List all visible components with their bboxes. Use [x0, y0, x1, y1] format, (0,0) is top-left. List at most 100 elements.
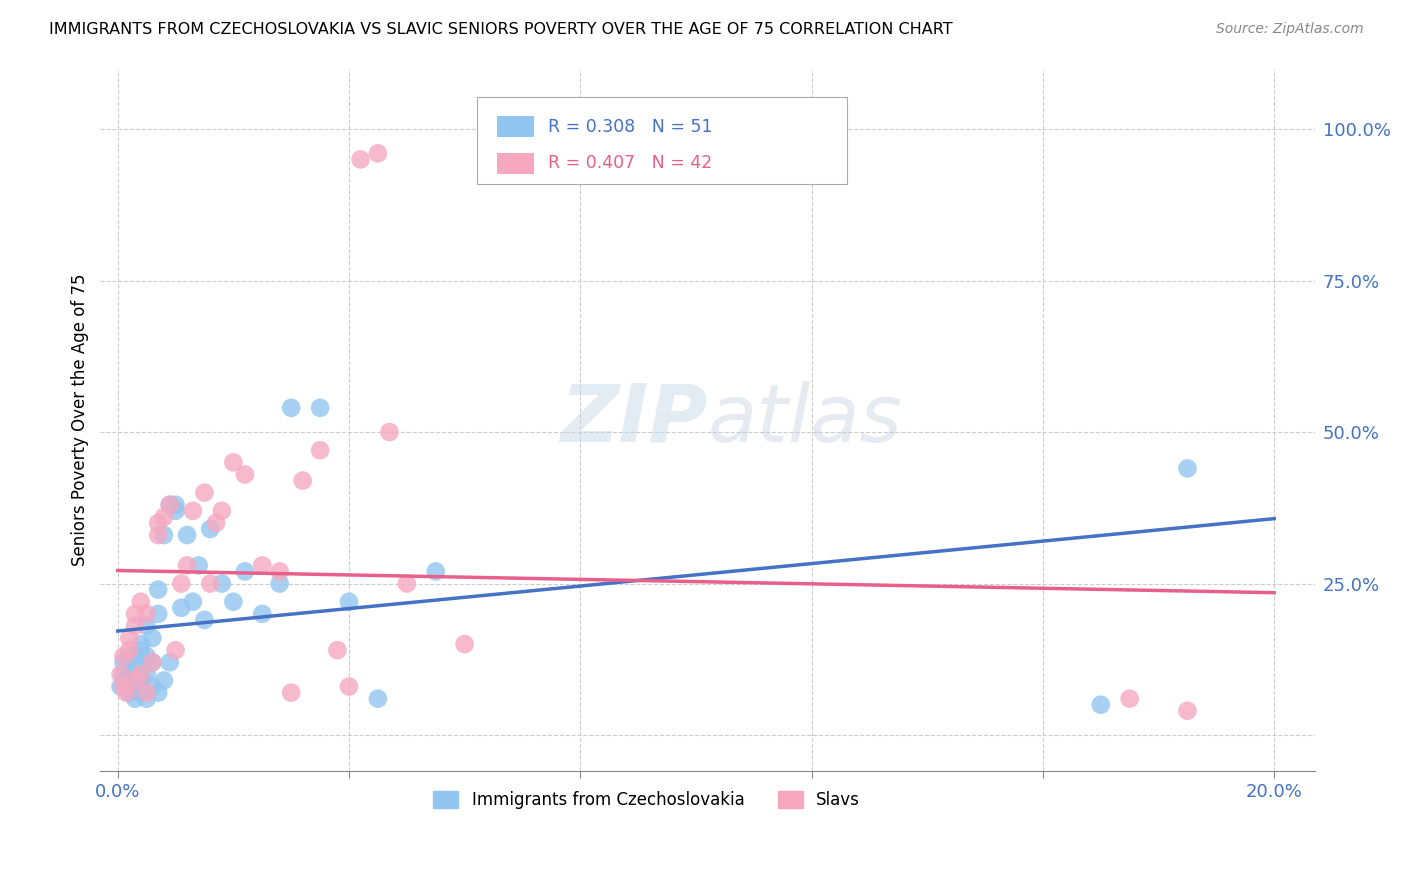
Point — [176, 528, 198, 542]
Point — [269, 565, 291, 579]
Point — [153, 673, 176, 688]
Point — [1177, 461, 1199, 475]
Point — [1090, 698, 1112, 712]
Point — [395, 576, 418, 591]
Point — [153, 528, 176, 542]
Point — [193, 613, 215, 627]
Text: R = 0.407   N = 42: R = 0.407 N = 42 — [548, 154, 713, 172]
Point — [211, 504, 233, 518]
Point — [233, 565, 256, 579]
Point — [124, 673, 146, 688]
Point — [378, 425, 401, 439]
Point — [349, 153, 371, 167]
Point — [148, 582, 170, 597]
Point — [181, 504, 204, 518]
Point — [135, 619, 157, 633]
Point — [118, 631, 141, 645]
Point — [367, 146, 389, 161]
Point — [211, 576, 233, 591]
Point — [121, 680, 143, 694]
Point — [367, 691, 389, 706]
Point — [118, 649, 141, 664]
Point — [115, 685, 138, 699]
Point — [110, 667, 132, 681]
Point — [112, 649, 135, 664]
Point — [110, 680, 132, 694]
Point — [193, 485, 215, 500]
Point — [252, 607, 274, 621]
Point — [124, 691, 146, 706]
Point — [148, 607, 170, 621]
Point — [124, 661, 146, 675]
Point — [280, 401, 302, 415]
Point — [165, 504, 187, 518]
Point — [112, 667, 135, 681]
Point — [280, 685, 302, 699]
Point — [222, 455, 245, 469]
Point — [165, 498, 187, 512]
Point — [170, 600, 193, 615]
Point — [326, 643, 349, 657]
Point — [129, 680, 152, 694]
Point — [159, 498, 181, 512]
Point — [118, 685, 141, 699]
Point — [129, 637, 152, 651]
Point — [148, 528, 170, 542]
Point — [135, 607, 157, 621]
Point — [148, 685, 170, 699]
Point — [200, 576, 222, 591]
Point — [153, 509, 176, 524]
FancyBboxPatch shape — [498, 153, 534, 174]
Point — [309, 401, 332, 415]
Point — [124, 673, 146, 688]
Point — [222, 595, 245, 609]
Point — [124, 649, 146, 664]
Point — [129, 667, 152, 681]
Point — [124, 607, 146, 621]
Point — [141, 680, 163, 694]
Point — [129, 643, 152, 657]
Point — [115, 673, 138, 688]
Y-axis label: Seniors Poverty Over the Age of 75: Seniors Poverty Over the Age of 75 — [72, 274, 89, 566]
Point — [135, 691, 157, 706]
Point — [176, 558, 198, 573]
Point — [337, 595, 360, 609]
Point — [205, 516, 228, 530]
Point — [141, 656, 163, 670]
Point — [112, 656, 135, 670]
Text: ZIP: ZIP — [560, 381, 707, 459]
Point — [181, 595, 204, 609]
Point — [129, 667, 152, 681]
Point — [309, 443, 332, 458]
Point — [135, 649, 157, 664]
Point — [141, 656, 163, 670]
Point — [118, 643, 141, 657]
Point — [337, 680, 360, 694]
Text: atlas: atlas — [707, 381, 903, 459]
Point — [269, 576, 291, 591]
Point — [112, 680, 135, 694]
Point — [187, 558, 209, 573]
FancyBboxPatch shape — [477, 96, 848, 185]
Text: R = 0.308   N = 51: R = 0.308 N = 51 — [548, 118, 713, 136]
Point — [165, 643, 187, 657]
Point — [233, 467, 256, 482]
Point — [425, 565, 447, 579]
Point — [129, 685, 152, 699]
Legend: Immigrants from Czechoslovakia, Slavs: Immigrants from Czechoslovakia, Slavs — [427, 784, 866, 816]
Text: IMMIGRANTS FROM CZECHOSLOVAKIA VS SLAVIC SENIORS POVERTY OVER THE AGE OF 75 CORR: IMMIGRANTS FROM CZECHOSLOVAKIA VS SLAVIC… — [49, 22, 953, 37]
Point — [252, 558, 274, 573]
Point — [170, 576, 193, 591]
Point — [129, 595, 152, 609]
Point — [135, 667, 157, 681]
Point — [1118, 691, 1140, 706]
Point — [453, 637, 475, 651]
Point — [141, 631, 163, 645]
Point — [159, 656, 181, 670]
Point — [200, 522, 222, 536]
Point — [159, 498, 181, 512]
Point — [1177, 704, 1199, 718]
Text: Source: ZipAtlas.com: Source: ZipAtlas.com — [1216, 22, 1364, 37]
Point — [118, 661, 141, 675]
FancyBboxPatch shape — [498, 116, 534, 137]
